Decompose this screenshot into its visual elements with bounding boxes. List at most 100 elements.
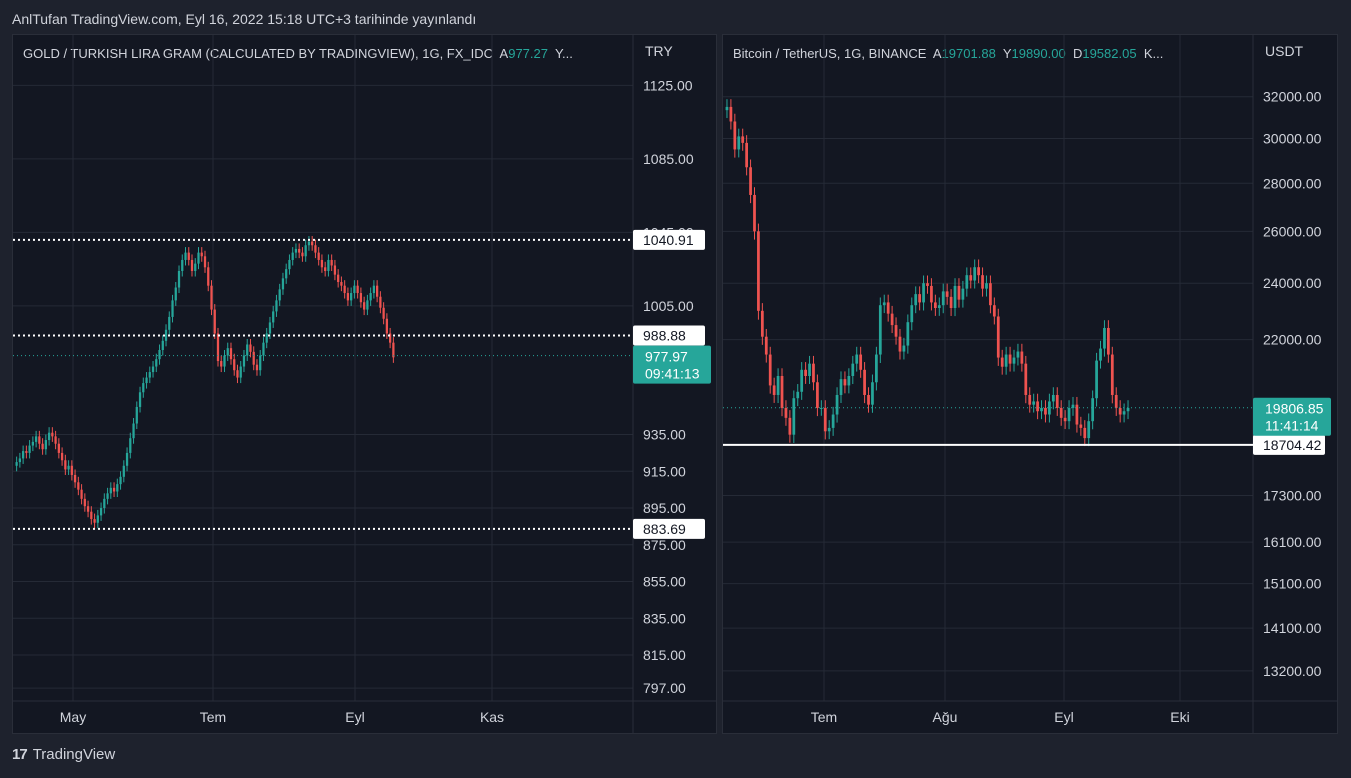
btc-candle-15 bbox=[784, 407, 788, 418]
btc-candle-67 bbox=[989, 283, 992, 306]
gold-candle-59 bbox=[207, 267, 210, 286]
btc-candle-85 bbox=[1059, 407, 1063, 418]
gold-candle-106 bbox=[359, 293, 363, 303]
btc-ytick-6: 17300.00 bbox=[1263, 487, 1322, 503]
btc-candle-100 bbox=[1118, 407, 1122, 415]
gold-hline-label-bg-1 bbox=[633, 325, 705, 346]
gold-candle-9 bbox=[44, 440, 47, 450]
gold-candle-26 bbox=[99, 508, 103, 516]
gold-candle-107 bbox=[363, 302, 366, 310]
btc-candle-18 bbox=[796, 391, 800, 399]
btc-candle-4 bbox=[741, 136, 745, 143]
gold-candle-79 bbox=[272, 311, 275, 323]
btc-ohlc-high-key: Y bbox=[1002, 46, 1012, 61]
gold-candle-27 bbox=[103, 498, 106, 509]
gold-candle-3 bbox=[25, 451, 28, 453]
btc-candle-60 bbox=[961, 288, 965, 300]
btc-candle-43 bbox=[894, 325, 898, 337]
btc-candle-8 bbox=[757, 231, 760, 311]
gold-candle-109 bbox=[369, 293, 372, 301]
gold-try-chart-panel[interactable]: GOLD / TURKISH LIRA GRAM (CALCULATED BY … bbox=[12, 34, 717, 734]
btc-candle-30 bbox=[843, 379, 847, 386]
btc-usdt-chart-panel[interactable]: Bitcoin / TetherUS, 1G, BINANCE A19701.8… bbox=[722, 34, 1338, 734]
btc-candle-13 bbox=[776, 376, 780, 395]
gold-candle-73 bbox=[252, 351, 255, 365]
btc-ohlc-rest: K... bbox=[1143, 46, 1164, 61]
btc-candle-10 bbox=[764, 336, 768, 355]
gold-candle-81 bbox=[278, 289, 281, 301]
gold-candle-112 bbox=[379, 296, 382, 308]
gold-candle-78 bbox=[268, 322, 272, 334]
gold-candle-99 bbox=[337, 274, 340, 283]
gold-candle-88 bbox=[301, 252, 304, 257]
gold-hline-label-0: 1040.91 bbox=[643, 232, 694, 248]
btc-candle-70 bbox=[1000, 357, 1004, 367]
gold-candle-5 bbox=[31, 441, 34, 446]
gold-candle-116 bbox=[392, 342, 395, 358]
gold-candle-80 bbox=[275, 300, 278, 312]
gold-candle-92 bbox=[314, 245, 317, 253]
gold-hline-label-2: 883.69 bbox=[643, 521, 686, 537]
btc-candle-81 bbox=[1044, 407, 1047, 415]
btc-candle-44 bbox=[898, 336, 902, 352]
gold-candle-77 bbox=[265, 333, 268, 343]
gold-candle-114 bbox=[385, 318, 389, 334]
gold-candle-19 bbox=[77, 482, 80, 490]
btc-candle-79 bbox=[1036, 401, 1039, 412]
btc-candle-74 bbox=[1016, 351, 1020, 358]
btc-xtick-3: Eki bbox=[1170, 709, 1189, 725]
gold-hline-label-bg-0 bbox=[633, 229, 705, 250]
gold-candle-102 bbox=[346, 293, 350, 301]
gold-chart-svg[interactable]: TRY1125.001085.001045.001005.00935.00915… bbox=[13, 35, 716, 733]
gold-ohlc-rest: Y... bbox=[554, 46, 573, 61]
gold-candle-98 bbox=[333, 265, 337, 275]
btc-candle-80 bbox=[1040, 407, 1043, 412]
gold-candle-37 bbox=[135, 406, 138, 424]
gold-candle-30 bbox=[112, 487, 116, 492]
gold-candle-56 bbox=[197, 252, 200, 264]
gold-candle-21 bbox=[83, 498, 86, 507]
gold-last-price-label: 977.97 bbox=[645, 349, 688, 365]
gold-candle-90 bbox=[307, 241, 311, 246]
gold-candle-111 bbox=[376, 285, 379, 297]
gold-candle-89 bbox=[304, 245, 307, 257]
btc-candle-77 bbox=[1028, 394, 1032, 405]
gold-candle-36 bbox=[132, 423, 135, 439]
gold-candle-74 bbox=[255, 364, 259, 371]
btc-candle-99 bbox=[1114, 394, 1118, 408]
btc-candle-39 bbox=[878, 305, 882, 355]
btc-countdown-label: 11:41:14 bbox=[1265, 418, 1319, 434]
btc-candle-23 bbox=[816, 382, 819, 408]
btc-candle-42 bbox=[890, 313, 894, 326]
btc-candle-12 bbox=[772, 385, 776, 395]
btc-candle-17 bbox=[792, 398, 796, 435]
gold-candle-24 bbox=[93, 519, 96, 523]
btc-candle-47 bbox=[910, 305, 914, 323]
gold-candle-63 bbox=[220, 361, 223, 367]
btc-candle-22 bbox=[812, 363, 815, 383]
btc-chart-svg[interactable]: USDT 32000.00 30000.00 28000.00 26000.00 2400… bbox=[723, 35, 1337, 733]
btc-candle-101 bbox=[1122, 411, 1126, 415]
btc-candle-58 bbox=[953, 285, 957, 309]
gold-ytick-8: 855.00 bbox=[643, 574, 686, 590]
gold-ytick-4: 935.00 bbox=[643, 427, 686, 443]
gold-xtick-2: Eyl bbox=[345, 709, 364, 725]
btc-candle-0 bbox=[725, 106, 729, 111]
tradingview-brand[interactable]: 17 TradingView bbox=[12, 746, 115, 763]
btc-candle-64 bbox=[977, 267, 980, 276]
gold-candle-70 bbox=[242, 355, 246, 367]
gold-candle-86 bbox=[294, 248, 298, 253]
btc-candle-50 bbox=[922, 283, 925, 303]
btc-candle-86 bbox=[1063, 417, 1067, 422]
gold-candle-18 bbox=[73, 474, 77, 483]
btc-candle-52 bbox=[930, 285, 933, 303]
btc-candle-88 bbox=[1071, 404, 1075, 408]
tradingview-logo-icon: 17 bbox=[12, 746, 28, 763]
gold-ytick-11: 797.00 bbox=[643, 680, 686, 696]
btc-candle-62 bbox=[969, 275, 973, 281]
btc-candle-63 bbox=[973, 267, 977, 281]
gold-candle-110 bbox=[372, 285, 376, 294]
gold-candle-44 bbox=[158, 350, 161, 360]
btc-ytick-3: 26000.00 bbox=[1263, 223, 1322, 239]
btc-currency-label: USDT bbox=[1265, 43, 1304, 59]
